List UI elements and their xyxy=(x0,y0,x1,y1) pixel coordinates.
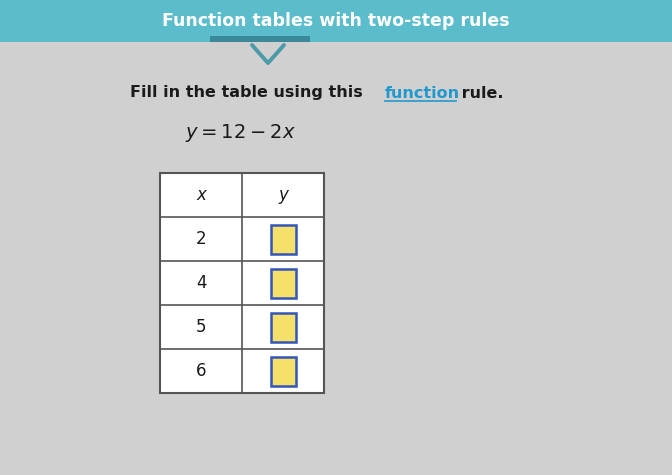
Text: function: function xyxy=(385,86,460,101)
Bar xyxy=(0,0,672,42)
Bar xyxy=(271,313,296,342)
Bar xyxy=(271,268,296,297)
Text: 6: 6 xyxy=(196,362,206,380)
Text: x: x xyxy=(196,186,206,204)
Text: Fill in the table using this: Fill in the table using this xyxy=(130,86,368,101)
Text: rule.: rule. xyxy=(456,86,503,101)
Bar xyxy=(271,357,296,386)
Bar xyxy=(271,225,296,254)
Text: Function tables with two-step rules: Function tables with two-step rules xyxy=(162,12,510,30)
Text: y: y xyxy=(278,186,288,204)
Bar xyxy=(210,36,310,41)
Text: 4: 4 xyxy=(196,274,206,292)
Text: 2: 2 xyxy=(196,230,206,248)
Bar xyxy=(160,173,324,393)
Text: $y = 12-2x$: $y = 12-2x$ xyxy=(185,122,296,144)
Text: 5: 5 xyxy=(196,318,206,336)
